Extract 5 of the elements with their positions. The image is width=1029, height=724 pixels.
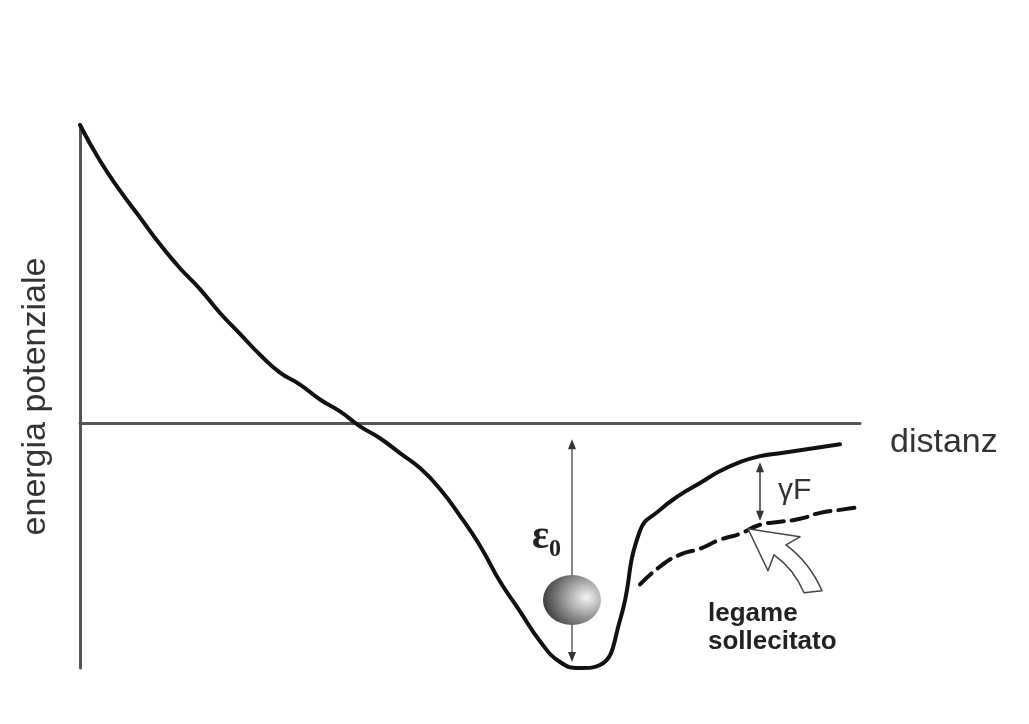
y-axis-title: energia potenziale: [14, 257, 52, 536]
x-axis-title: distanz: [890, 421, 998, 460]
annotation: ε₀: [532, 511, 562, 557]
annotation: γF: [778, 471, 812, 505]
annotation: legame sollecitato: [708, 597, 837, 655]
